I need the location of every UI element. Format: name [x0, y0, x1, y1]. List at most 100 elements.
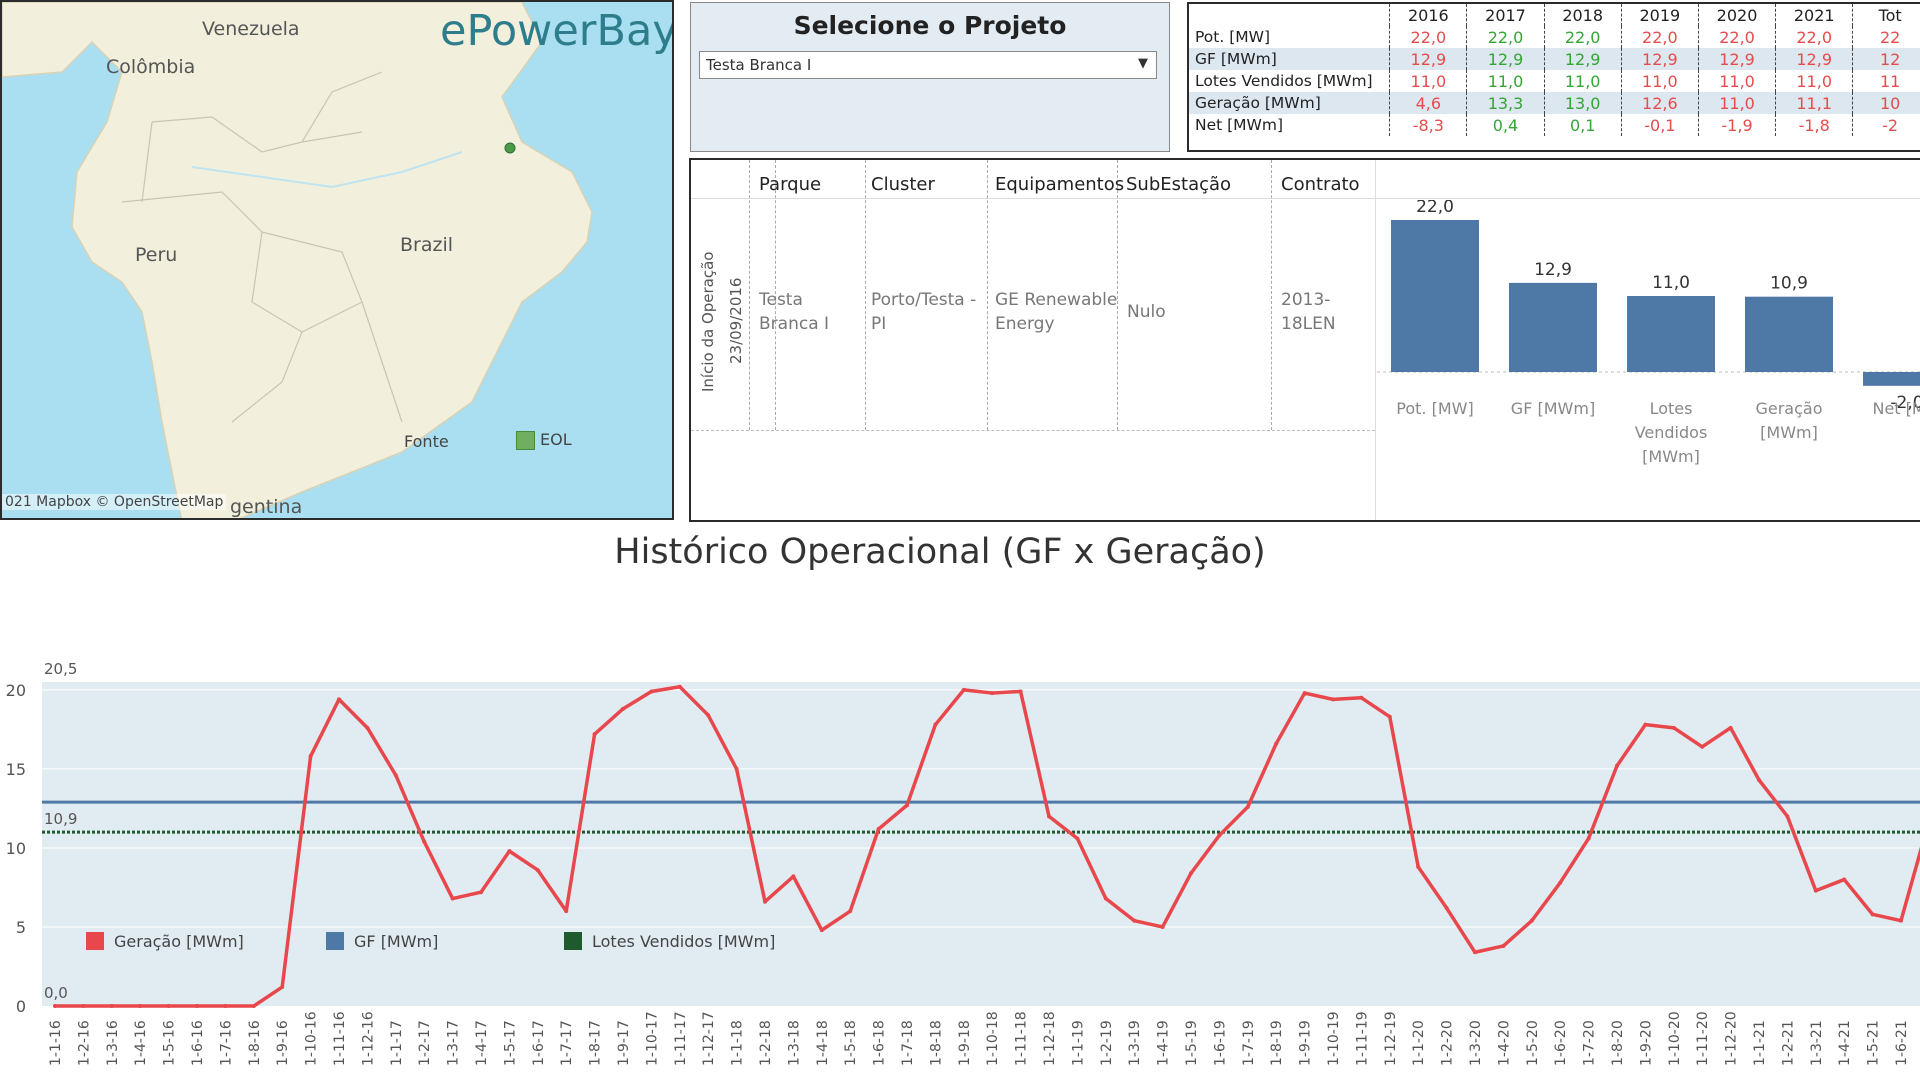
summary-bar-chart[interactable]: 22,0 Pot. [MW] 12,9 GF [MWm] 11,0 Lotes Vendid… [1377, 200, 1920, 522]
geracao-point[interactable] [649, 689, 654, 694]
geracao-point[interactable] [535, 868, 540, 873]
geracao-point[interactable] [1075, 836, 1080, 841]
geracao-point[interactable] [1103, 896, 1108, 901]
summary-cell[interactable]: -8,3 [1389, 114, 1467, 136]
summary-cell[interactable]: 11 [1852, 70, 1920, 92]
legend-swatch[interactable] [326, 932, 344, 950]
geracao-point[interactable] [166, 1004, 171, 1008]
geracao-line[interactable] [55, 684, 1920, 1008]
bar[interactable] [1509, 282, 1597, 372]
geracao-point[interactable] [1671, 725, 1676, 730]
geracao-point[interactable] [876, 826, 881, 831]
summary-cell[interactable]: -0,1 [1620, 114, 1699, 136]
geracao-point[interactable] [1416, 864, 1421, 869]
summary-cell[interactable]: 10 [1852, 92, 1920, 114]
geracao-point[interactable] [1643, 722, 1648, 727]
geracao-point[interactable] [1586, 836, 1591, 841]
summary-cell[interactable]: 11,1 [1775, 92, 1853, 114]
legend-label[interactable]: Geração [MWm] [114, 932, 244, 951]
geracao-point[interactable] [223, 1004, 228, 1008]
summary-cell[interactable]: 12,9 [1697, 48, 1776, 70]
geracao-point[interactable] [280, 985, 285, 990]
geracao-point[interactable] [479, 890, 483, 895]
geracao-point[interactable] [1132, 918, 1137, 923]
geracao-point[interactable] [848, 909, 853, 914]
geracao-point[interactable] [308, 754, 313, 759]
geracao-point[interactable] [1047, 814, 1051, 819]
summary-cell[interactable]: 12,9 [1775, 48, 1853, 70]
legend-swatch[interactable] [564, 932, 582, 950]
summary-cell[interactable]: -1,9 [1697, 114, 1776, 136]
summary-cell[interactable]: 13,3 [1466, 92, 1545, 114]
geracao-point[interactable] [1757, 777, 1761, 782]
geracao-point[interactable] [365, 725, 370, 730]
legend-label[interactable]: GF [MWm] [354, 932, 438, 951]
geracao-point[interactable] [1245, 804, 1250, 809]
geracao-point[interactable] [81, 1004, 86, 1008]
geracao-point[interactable] [933, 722, 938, 727]
geracao-point[interactable] [677, 684, 682, 689]
summary-cell[interactable]: -2 [1852, 114, 1920, 136]
geracao-point[interactable] [1813, 888, 1818, 893]
geracao-point[interactable] [251, 1004, 256, 1008]
summary-cell[interactable]: 13,0 [1543, 92, 1622, 114]
map-panel[interactable]: Venezuela Colômbia Peru Brazil gentina e… [0, 0, 674, 520]
geracao-point[interactable] [1501, 943, 1506, 948]
geracao-point[interactable] [1217, 833, 1222, 838]
map-canvas[interactable] [2, 2, 674, 520]
summary-cell[interactable]: 22,0 [1697, 26, 1776, 48]
geracao-point[interactable] [791, 874, 796, 879]
geracao-point[interactable] [1359, 695, 1364, 700]
summary-cell[interactable]: 0,1 [1543, 114, 1622, 136]
summary-cell[interactable]: 12,9 [1543, 48, 1622, 70]
geracao-point[interactable] [393, 773, 398, 778]
summary-cell[interactable]: -1,8 [1775, 114, 1853, 136]
geracao-point[interactable] [450, 896, 455, 901]
geracao-point[interactable] [1018, 689, 1023, 694]
summary-cell[interactable]: 22,0 [1620, 26, 1699, 48]
col-header-parque[interactable]: Parque [759, 174, 822, 195]
geracao-point[interactable] [1160, 924, 1165, 929]
summary-cell[interactable]: 12 [1852, 48, 1920, 70]
geracao-point[interactable] [990, 691, 995, 696]
bar[interactable] [1863, 372, 1920, 386]
map-legend-eol[interactable]: EOL [516, 430, 572, 450]
geracao-point[interactable] [1189, 871, 1193, 876]
geracao-point[interactable] [734, 766, 739, 771]
geracao-point[interactable] [961, 687, 966, 692]
geracao-point[interactable] [1529, 918, 1534, 923]
geracao-point[interactable] [138, 1004, 143, 1008]
summary-cell[interactable]: 22,0 [1466, 26, 1545, 48]
geracao-point[interactable] [1444, 906, 1449, 911]
geracao-point[interactable] [1728, 725, 1733, 730]
geracao-point[interactable] [507, 849, 512, 854]
geracao-point[interactable] [763, 899, 767, 904]
summary-cell[interactable]: 0,4 [1466, 114, 1545, 136]
summary-cell[interactable]: 11,0 [1775, 70, 1853, 92]
summary-cell[interactable]: 11,0 [1543, 70, 1622, 92]
geracao-point[interactable] [819, 928, 824, 933]
geracao-point[interactable] [706, 713, 711, 718]
geracao-point[interactable] [1842, 877, 1847, 882]
geracao-point[interactable] [621, 706, 625, 711]
geracao-point[interactable] [195, 1004, 199, 1008]
geracao-point[interactable] [1331, 697, 1335, 702]
geracao-point[interactable] [1387, 714, 1392, 719]
geracao-point[interactable] [109, 1004, 114, 1008]
geracao-point[interactable] [564, 909, 569, 914]
geracao-point[interactable] [1274, 741, 1279, 746]
geracao-point[interactable] [1615, 763, 1619, 768]
summary-cell[interactable]: 4,6 [1389, 92, 1467, 114]
geracao-point[interactable] [422, 839, 427, 844]
geracao-point[interactable] [1302, 691, 1307, 696]
legend-label[interactable]: Lotes Vendidos [MWm] [592, 932, 775, 951]
summary-cell[interactable]: 12,9 [1620, 48, 1699, 70]
geracao-point[interactable] [337, 697, 341, 702]
geracao-point[interactable] [1473, 950, 1477, 955]
map-credit[interactable]: 021 Mapbox © OpenStreetMap [2, 494, 227, 510]
geracao-point[interactable] [1558, 880, 1563, 885]
summary-cell[interactable]: 12,9 [1389, 48, 1467, 70]
project-dropdown[interactable]: Testa Branca I ▼ [699, 51, 1157, 79]
summary-cell[interactable]: 22,0 [1543, 26, 1622, 48]
summary-cell[interactable]: 22,0 [1389, 26, 1467, 48]
